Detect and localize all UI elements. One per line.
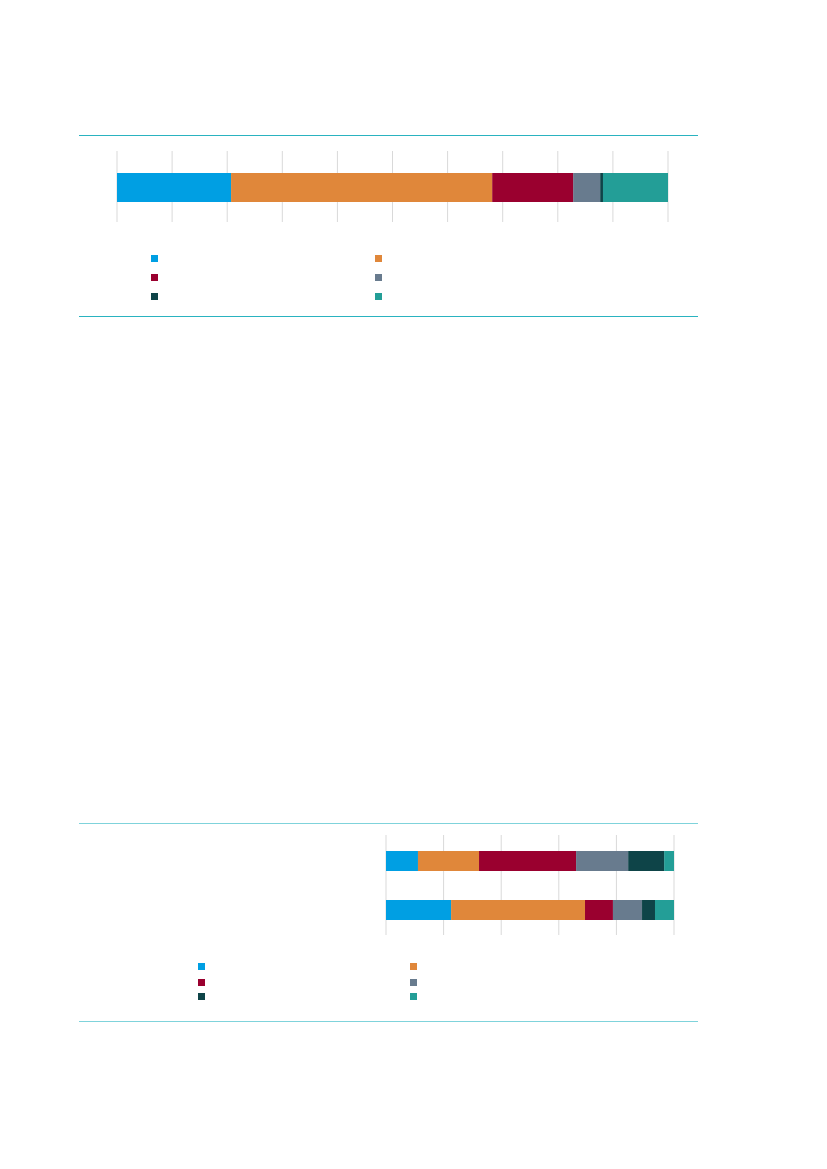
bar-segment-series-4-row-1 [573, 173, 601, 202]
bar-segment-series-1-row-1 [117, 173, 232, 202]
legend-swatch-series-5 [198, 993, 205, 1000]
bar-segment-series-3-row-2 [585, 900, 613, 920]
bar-segment-series-1-row-1 [386, 851, 418, 871]
bar-segment-series-6-row-1 [664, 851, 674, 871]
legend-swatch-series-4 [410, 979, 417, 986]
bar-segment-series-2-row-2 [451, 900, 586, 920]
bar-segment-series-4-row-1 [576, 851, 629, 871]
legend-swatch-series-6 [375, 293, 382, 300]
chart-1-top-rule [79, 135, 698, 136]
bar-segment-series-5-row-2 [642, 900, 655, 920]
stacked-bar-chart-1 [116, 151, 669, 222]
bar-segment-series-4-row-2 [612, 900, 643, 920]
legend-swatch-series-5 [151, 293, 158, 300]
legend-swatch-series-2 [410, 963, 417, 970]
legend-swatch-series-4 [375, 274, 382, 281]
chart-1-bottom-rule [79, 316, 698, 317]
legend-swatch-series-1 [198, 963, 205, 970]
bar-segment-series-2-row-1 [417, 851, 480, 871]
bar-segment-series-5-row-1 [628, 851, 665, 871]
legend-swatch-series-3 [151, 274, 158, 281]
bar-segment-series-5-row-1 [600, 173, 603, 202]
bar-segment-series-6-row-1 [602, 173, 668, 202]
bar-segment-series-2-row-1 [231, 173, 493, 202]
legend-swatch-series-1 [151, 255, 158, 262]
chart-2-bottom-rule [79, 1021, 698, 1022]
bar-segment-series-3-row-1 [479, 851, 577, 871]
legend-swatch-series-2 [375, 255, 382, 262]
bar-segment-series-3-row-1 [492, 173, 574, 202]
chart-2-top-rule [79, 823, 698, 824]
legend-swatch-series-3 [198, 979, 205, 986]
bar-segment-series-1-row-2 [386, 900, 452, 920]
bar-segment-series-6-row-2 [654, 900, 674, 920]
legend-swatch-series-6 [410, 993, 417, 1000]
